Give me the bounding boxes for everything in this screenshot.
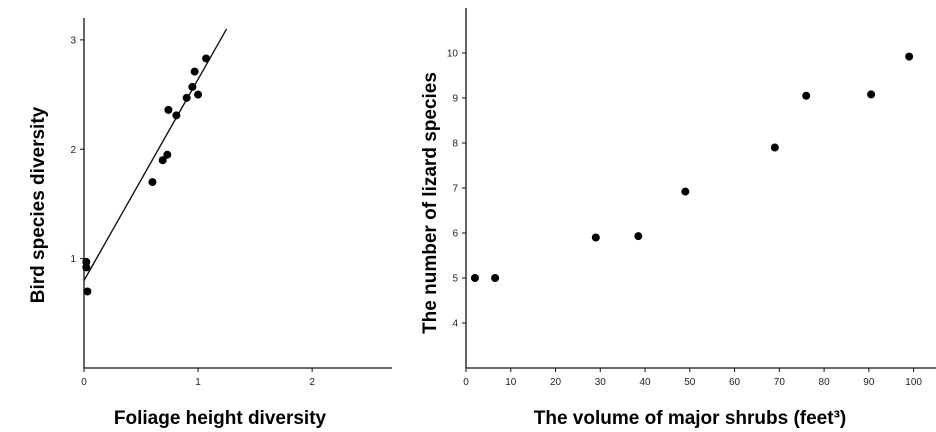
right-data-point [802, 91, 811, 100]
left-data-point [163, 150, 172, 159]
right-y-tick-label: 9 [452, 94, 458, 105]
right-data-point [634, 232, 643, 241]
right-x-tick-label: 80 [819, 377, 831, 388]
chart-left-bird-diversity: Bird species diversity Foliage height di… [28, 18, 392, 429]
left-data-point [188, 82, 197, 91]
right-data-point [867, 90, 876, 99]
right-data-point [591, 233, 600, 242]
right-data-point [681, 187, 690, 196]
left-data-point [148, 178, 157, 187]
left-y-tick-label: 2 [70, 145, 76, 156]
left-x-tick-label: 2 [309, 377, 315, 388]
left-data-point [172, 111, 181, 120]
right-data-point [470, 274, 479, 282]
right-x-tick-label: 40 [639, 377, 651, 388]
right-data-point [770, 143, 779, 152]
right-x-tick-label: 50 [684, 377, 696, 388]
right-x-tick-label: 90 [863, 377, 875, 388]
right-x-tick-label: 70 [774, 377, 786, 388]
right-y-tick-label: 5 [452, 274, 458, 285]
left-data-point [83, 287, 92, 296]
right-chart-y-axis-title: The number of lizard species [420, 72, 441, 334]
right-x-tick-label: 60 [729, 377, 741, 388]
left-data-point [164, 105, 173, 114]
left-y-tick-label: 1 [70, 254, 76, 265]
right-chart-x-axis-title: The volume of major shrubs (feet³) [534, 408, 846, 429]
right-y-tick-label: 10 [447, 49, 459, 60]
right-y-tick-label: 6 [452, 229, 458, 240]
left-x-tick-label: 0 [81, 377, 87, 388]
right-data-point [905, 52, 914, 61]
left-data-point [82, 257, 91, 266]
right-x-tick-label: 20 [550, 377, 562, 388]
right-x-tick-label: 100 [905, 377, 922, 388]
left-chart-y-axis-title: Bird species diversity [28, 106, 49, 303]
left-y-tick-label: 3 [70, 35, 76, 46]
left-data-point [182, 93, 191, 102]
left-data-point [82, 263, 91, 272]
left-data-point [158, 156, 167, 165]
right-x-tick-label: 10 [505, 377, 517, 388]
right-x-tick-label: 30 [595, 377, 607, 388]
right-y-tick-label: 4 [452, 319, 458, 330]
left-x-tick-label: 1 [195, 377, 201, 388]
right-y-tick-label: 7 [452, 184, 458, 195]
left-data-point [194, 90, 203, 99]
left-data-point [190, 67, 199, 76]
chart-right-lizard-species: The number of lizard species The volume … [420, 8, 936, 429]
left-trend-line [83, 28, 228, 281]
right-x-tick-label: 0 [463, 377, 469, 388]
right-data-point [491, 274, 500, 282]
left-data-point [202, 54, 211, 63]
left-chart-x-axis-title: Foliage height diversity [114, 408, 327, 429]
right-y-tick-label: 8 [452, 139, 458, 150]
